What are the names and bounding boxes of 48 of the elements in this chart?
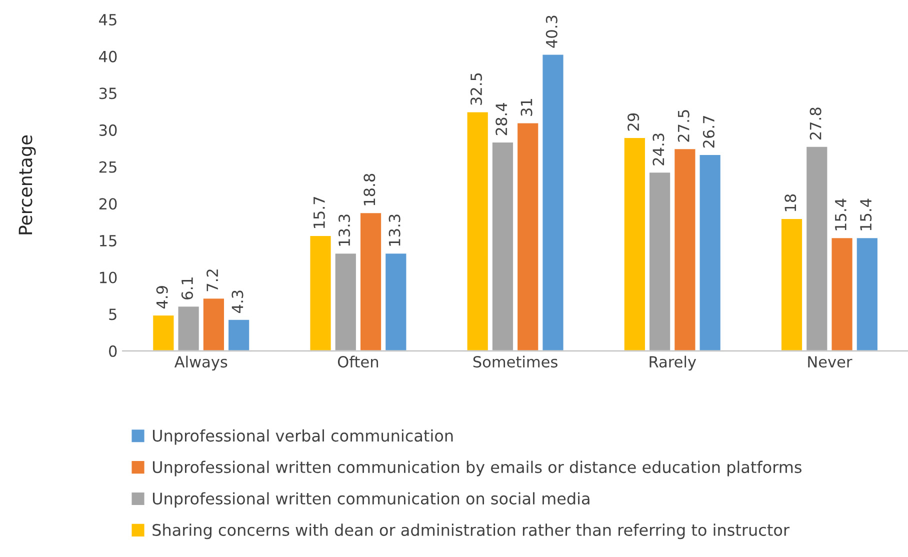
data-label: 15.4 bbox=[835, 198, 846, 230]
data-label: 18.8 bbox=[364, 174, 376, 206]
data-label: 40.3 bbox=[546, 16, 558, 48]
y-tick-label: 40 bbox=[99, 50, 117, 62]
bar bbox=[541, 53, 565, 351]
data-label: 4.9 bbox=[156, 286, 168, 309]
y-tick-label: 25 bbox=[99, 161, 116, 173]
bar bbox=[308, 234, 332, 351]
data-label: 4.3 bbox=[232, 290, 244, 313]
data-label: 29 bbox=[628, 113, 640, 131]
bar bbox=[673, 148, 697, 351]
data-label: 27.5 bbox=[678, 110, 690, 142]
legend-label: Unprofessional written communication by emails or distance education platforms bbox=[152, 460, 802, 476]
data-label: 26.7 bbox=[702, 116, 715, 148]
data-label: 15.7 bbox=[314, 197, 325, 228]
data-label: 24.3 bbox=[652, 134, 664, 166]
x-tick-label: Always bbox=[174, 356, 228, 371]
data-label: 15.4 bbox=[860, 198, 872, 230]
data-label: 6.1 bbox=[181, 278, 193, 300]
x-tick-label: Sometimes bbox=[473, 356, 558, 368]
y-tick-label: 20 bbox=[99, 198, 117, 210]
legend-label: Sharing concerns with dean or administration rather than referring to instructor bbox=[152, 524, 790, 540]
x-tick-label: Often bbox=[338, 356, 378, 368]
data-label: 13.3 bbox=[388, 214, 400, 246]
data-label: 32.5 bbox=[470, 73, 482, 105]
y-tick-label: 0 bbox=[109, 345, 117, 357]
data-label: 7.2 bbox=[206, 270, 218, 292]
legend-label: Unprofessional written communication on social media bbox=[152, 492, 590, 508]
data-label: 18 bbox=[784, 194, 796, 212]
bar bbox=[152, 314, 176, 351]
data-label: 13.3 bbox=[338, 214, 350, 246]
data-label: 28.4 bbox=[496, 103, 508, 136]
bar bbox=[698, 154, 722, 351]
y-tick-label: 5 bbox=[109, 308, 116, 320]
bar bbox=[855, 236, 879, 351]
y-tick-label: 15 bbox=[100, 235, 116, 246]
y-tick-label: 45 bbox=[99, 14, 116, 26]
x-tick-label: Never bbox=[808, 356, 852, 368]
y-tick-label: 35 bbox=[99, 88, 116, 100]
data-label: 27.8 bbox=[810, 108, 822, 140]
bar bbox=[176, 305, 200, 351]
y-tick-label: 30 bbox=[99, 124, 117, 136]
y-tick-label: 10 bbox=[100, 272, 117, 284]
legend-label: Unprofessional verbal communication bbox=[152, 429, 453, 445]
bar bbox=[830, 236, 854, 351]
x-tick-label: Rarely bbox=[650, 356, 696, 371]
data-label: 31 bbox=[520, 99, 532, 116]
y-axis-title: Percentage bbox=[18, 135, 36, 234]
